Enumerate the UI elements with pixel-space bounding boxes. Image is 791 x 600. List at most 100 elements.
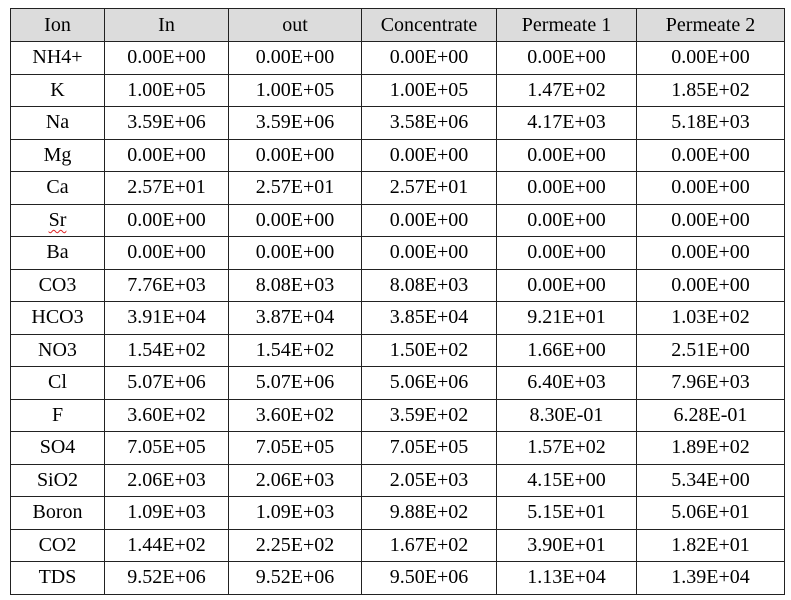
value: 3.59E+06 [255,111,335,134]
value: 1.44E+02 [127,533,206,556]
value-cell: 0.00E+00 [361,41,497,75]
ion-cell: K [10,73,105,107]
ion-name: Ca [46,176,69,199]
value: 1.39E+04 [671,566,750,589]
value-cell: 3.59E+06 [104,106,229,140]
value: 3.91E+04 [127,306,206,329]
value: 9.50E+06 [389,566,469,589]
value: 5.06E+06 [389,371,469,394]
ion-name: F [51,403,64,426]
value: 0.00E+00 [527,176,606,199]
value: 2.57E+01 [255,176,335,199]
value-cell: 2.06E+03 [104,463,229,497]
table-row: SiO2 2.06E+03 2.06E+03 2.05E+03 4.15E+00 5.34… [10,463,785,497]
value: 3.59E+02 [389,403,469,426]
value: 1.13E+04 [527,566,606,589]
value-cell: 2.57E+01 [361,171,497,205]
value: 2.05E+03 [389,468,469,491]
ion-name: Cl [48,371,67,394]
value-cell: 3.58E+06 [361,106,497,140]
value-cell: 1.00E+05 [361,73,497,107]
value: 3.85E+04 [389,306,469,329]
header-cell: In [104,8,229,42]
table-row: Sr 0.00E+00 0.00E+00 0.00E+00 0.00E+00 0.00E+… [10,203,785,237]
value-cell: 0.00E+00 [496,203,637,237]
ion-name: CO3 [38,273,77,296]
value: 1.66E+00 [527,338,606,361]
value: 5.06E+01 [671,501,750,524]
value-cell: 9.52E+06 [104,561,229,595]
value-cell: 5.07E+06 [228,366,362,400]
value-cell: 0.00E+00 [228,41,362,75]
value: 5.07E+06 [127,371,206,394]
value: 2.57E+01 [127,176,206,199]
value: 2.06E+03 [255,468,335,491]
value: 0.00E+00 [255,46,335,69]
value-cell: 3.85E+04 [361,301,497,335]
value: 8.08E+03 [255,273,335,296]
value-cell: 0.00E+00 [496,138,637,172]
ion-cell: Boron [10,496,105,530]
value-cell: 1.66E+00 [496,333,637,367]
value-cell: 8.08E+03 [361,268,497,302]
ion-name: Na [45,111,70,134]
table-row: Mg 0.00E+00 0.00E+00 0.00E+00 0.00E+00 0.00E+… [10,138,785,172]
value-cell: 1.09E+03 [228,496,362,530]
value: 0.00E+00 [389,46,469,69]
value: 1.67E+02 [389,533,469,556]
header-cell: Permeate 1 [496,8,637,42]
value-cell: 0.00E+00 [104,41,229,75]
value: 0.00E+00 [527,241,606,264]
table-row: Cl 5.07E+06 5.07E+06 5.06E+06 6.40E+03 7.96E+… [10,366,785,400]
value-cell: 1.03E+02 [636,301,785,335]
table-row: HCO3 3.91E+04 3.87E+04 3.85E+04 9.21E+01 1.03… [10,301,785,335]
value: 1.09E+03 [255,501,335,524]
value-cell: 7.76E+03 [104,268,229,302]
ion-cell: SiO2 [10,463,105,497]
table-row: K 1.00E+05 1.00E+05 1.00E+05 1.47E+02 1.85E+0… [10,73,785,107]
table-row: Na 3.59E+06 3.59E+06 3.58E+06 4.17E+03 5.18E+… [10,106,785,140]
value-cell: 1.82E+01 [636,528,785,562]
header-cell: Concentrate [361,8,497,42]
value: 1.89E+02 [671,436,750,459]
ion-cell: Ca [10,171,105,205]
value-cell: 5.07E+06 [104,366,229,400]
value-cell: 1.85E+02 [636,73,785,107]
value-cell: 0.00E+00 [496,236,637,270]
table-row: SO4 7.05E+05 7.05E+05 7.05E+05 1.57E+02 1.89E… [10,431,785,465]
value-cell: 0.00E+00 [636,203,785,237]
value-cell: 0.00E+00 [361,138,497,172]
value: 0.00E+00 [671,241,750,264]
value: 2.57E+01 [389,176,469,199]
value-cell: 1.13E+04 [496,561,637,595]
table-row: TDS 9.52E+06 9.52E+06 9.50E+06 1.13E+04 1.39E… [10,561,785,595]
value: 4.17E+03 [527,111,606,134]
value: 1.00E+05 [255,78,335,101]
value: 1.47E+02 [527,78,606,101]
value-cell: 0.00E+00 [104,138,229,172]
value: 4.15E+00 [527,468,606,491]
value: 9.88E+02 [389,501,469,524]
value: 3.87E+04 [255,306,335,329]
ion-cell: Cl [10,366,105,400]
value: 6.40E+03 [527,371,606,394]
value-cell: 5.06E+06 [361,366,497,400]
value: 9.21E+01 [527,306,606,329]
value: 0.00E+00 [127,241,206,264]
value: 7.96E+03 [671,371,750,394]
value: 1.03E+02 [671,306,750,329]
value: 8.30E-01 [529,403,604,426]
ion-cell: Sr [10,203,105,237]
table-row: CO3 7.76E+03 8.08E+03 8.08E+03 0.00E+00 0.00E… [10,268,785,302]
value-cell: 0.00E+00 [496,268,637,302]
value-cell: 7.05E+05 [104,431,229,465]
value-cell: 9.21E+01 [496,301,637,335]
value-cell: 0.00E+00 [636,138,785,172]
value-cell: 3.60E+02 [104,398,229,432]
value: 0.00E+00 [527,46,606,69]
value: 2.06E+03 [127,468,206,491]
value: 0.00E+00 [255,208,335,231]
ion-cell: Na [10,106,105,140]
value: 0.00E+00 [527,143,606,166]
value-cell: 2.05E+03 [361,463,497,497]
